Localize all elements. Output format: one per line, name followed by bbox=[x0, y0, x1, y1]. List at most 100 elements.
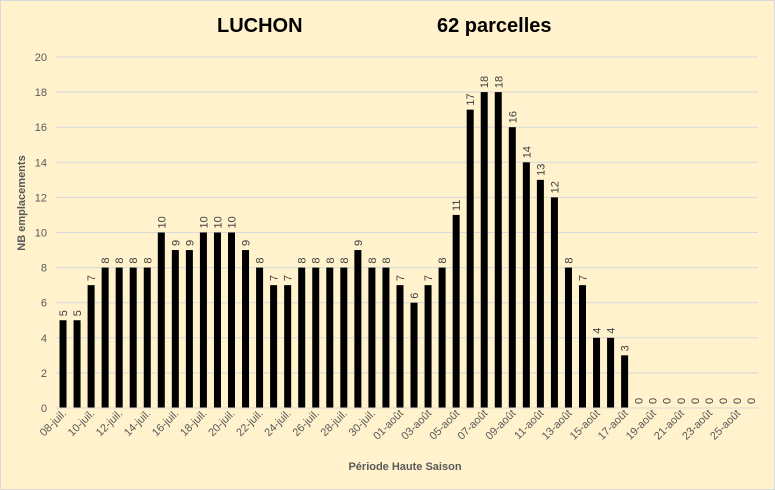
data-label: 14 bbox=[521, 146, 533, 158]
data-label: 0 bbox=[662, 398, 674, 404]
y-tick-label: 2 bbox=[41, 368, 47, 380]
data-label: 0 bbox=[704, 398, 716, 404]
bar bbox=[298, 267, 306, 408]
bar bbox=[438, 267, 446, 408]
bar bbox=[607, 337, 615, 408]
bar bbox=[284, 285, 292, 408]
bar bbox=[410, 302, 418, 408]
data-label: 0 bbox=[690, 398, 702, 404]
data-label: 7 bbox=[269, 275, 281, 281]
data-label: 7 bbox=[423, 275, 435, 281]
bar bbox=[368, 267, 376, 408]
y-axis-title: NB emplacements bbox=[16, 155, 28, 250]
data-label: 8 bbox=[100, 257, 112, 263]
y-tick-label: 20 bbox=[35, 52, 47, 64]
data-label: 17 bbox=[465, 93, 477, 105]
x-tick-label: 15-août bbox=[568, 408, 603, 443]
bar bbox=[550, 197, 558, 408]
bar bbox=[270, 285, 278, 408]
bars bbox=[59, 92, 629, 409]
bar bbox=[312, 267, 320, 408]
data-label: 7 bbox=[86, 275, 98, 281]
x-tick-label: 24-juil. bbox=[262, 408, 293, 439]
data-label: 18 bbox=[479, 76, 491, 88]
x-axis-ticks: 08-juil.10-juil.12-juil.14-juil.16-juil.… bbox=[38, 408, 743, 443]
y-tick-label: 4 bbox=[41, 333, 47, 345]
y-tick-label: 10 bbox=[35, 228, 47, 240]
bar bbox=[171, 250, 179, 408]
x-tick-label: 18-juil. bbox=[178, 408, 209, 439]
data-label: 7 bbox=[283, 275, 295, 281]
data-label: 0 bbox=[648, 398, 660, 404]
data-label: 0 bbox=[676, 398, 688, 404]
y-axis-ticks: 0 2 4 6 8 10 12 14 16 18 20 bbox=[35, 52, 47, 415]
x-tick-label: 03-août bbox=[399, 408, 434, 443]
data-label: 0 bbox=[634, 398, 646, 404]
x-axis-title: Période Haute Saison bbox=[348, 461, 461, 473]
x-tick-label: 10-juil. bbox=[66, 408, 97, 439]
bar bbox=[101, 267, 109, 408]
data-label: 7 bbox=[578, 275, 590, 281]
bar bbox=[59, 320, 67, 408]
bar bbox=[382, 267, 390, 408]
bar bbox=[593, 337, 601, 408]
data-label: 8 bbox=[381, 257, 393, 263]
data-label: 8 bbox=[325, 257, 337, 263]
data-label: 13 bbox=[535, 164, 547, 176]
data-label: 9 bbox=[353, 240, 365, 246]
bar bbox=[326, 267, 334, 408]
bar bbox=[228, 232, 235, 408]
x-tick-label: 28-juil. bbox=[319, 408, 350, 439]
data-label: 8 bbox=[311, 257, 323, 263]
bar bbox=[396, 285, 404, 408]
x-tick-label: 14-juil. bbox=[122, 408, 153, 439]
data-label: 9 bbox=[184, 240, 196, 246]
y-tick-label: 12 bbox=[35, 192, 47, 204]
x-tick-label: 01-août bbox=[371, 408, 406, 443]
x-tick-label: 16-juil. bbox=[150, 408, 181, 439]
y-tick-label: 16 bbox=[35, 122, 47, 134]
bar bbox=[129, 267, 137, 408]
bar bbox=[579, 285, 586, 408]
data-label: 10 bbox=[156, 216, 168, 228]
x-tick-label: 07-août bbox=[455, 408, 490, 443]
data-label: 8 bbox=[128, 257, 140, 263]
data-label: 8 bbox=[563, 257, 575, 263]
chart-title-location: LUCHON bbox=[217, 15, 303, 37]
data-label: 8 bbox=[437, 257, 449, 263]
bar bbox=[199, 232, 207, 408]
data-label: 18 bbox=[493, 76, 505, 88]
data-label: 0 bbox=[718, 398, 730, 404]
data-label: 3 bbox=[620, 345, 632, 351]
data-label: 5 bbox=[58, 310, 70, 316]
x-tick-label: 17-août bbox=[596, 408, 631, 443]
bar bbox=[452, 214, 460, 408]
data-label: 12 bbox=[549, 181, 561, 193]
x-tick-label: 09-août bbox=[484, 408, 519, 443]
x-tick-label: 12-juil. bbox=[94, 408, 125, 439]
data-label: 11 bbox=[451, 200, 463, 211]
x-tick-label: 25-août bbox=[708, 408, 743, 443]
data-label: 8 bbox=[339, 257, 351, 263]
bar bbox=[466, 109, 474, 409]
x-tick-label: 26-juil. bbox=[290, 408, 321, 439]
y-tick-label: 0 bbox=[41, 403, 47, 415]
bar bbox=[354, 250, 362, 408]
bar bbox=[143, 267, 151, 408]
data-label: 0 bbox=[746, 398, 758, 404]
bar bbox=[256, 267, 264, 408]
y-tick-label: 18 bbox=[35, 87, 47, 99]
y-tick-label: 14 bbox=[35, 157, 47, 169]
x-tick-label: 23-août bbox=[680, 408, 715, 443]
bar bbox=[536, 179, 544, 408]
y-tick-label: 8 bbox=[41, 263, 47, 275]
x-tick-label: 21-août bbox=[652, 408, 687, 443]
x-tick-label: 13-août bbox=[540, 408, 575, 443]
bar bbox=[115, 267, 123, 408]
x-tick-label: 19-août bbox=[624, 408, 659, 443]
data-label: 10 bbox=[212, 216, 224, 228]
bar bbox=[242, 250, 250, 408]
